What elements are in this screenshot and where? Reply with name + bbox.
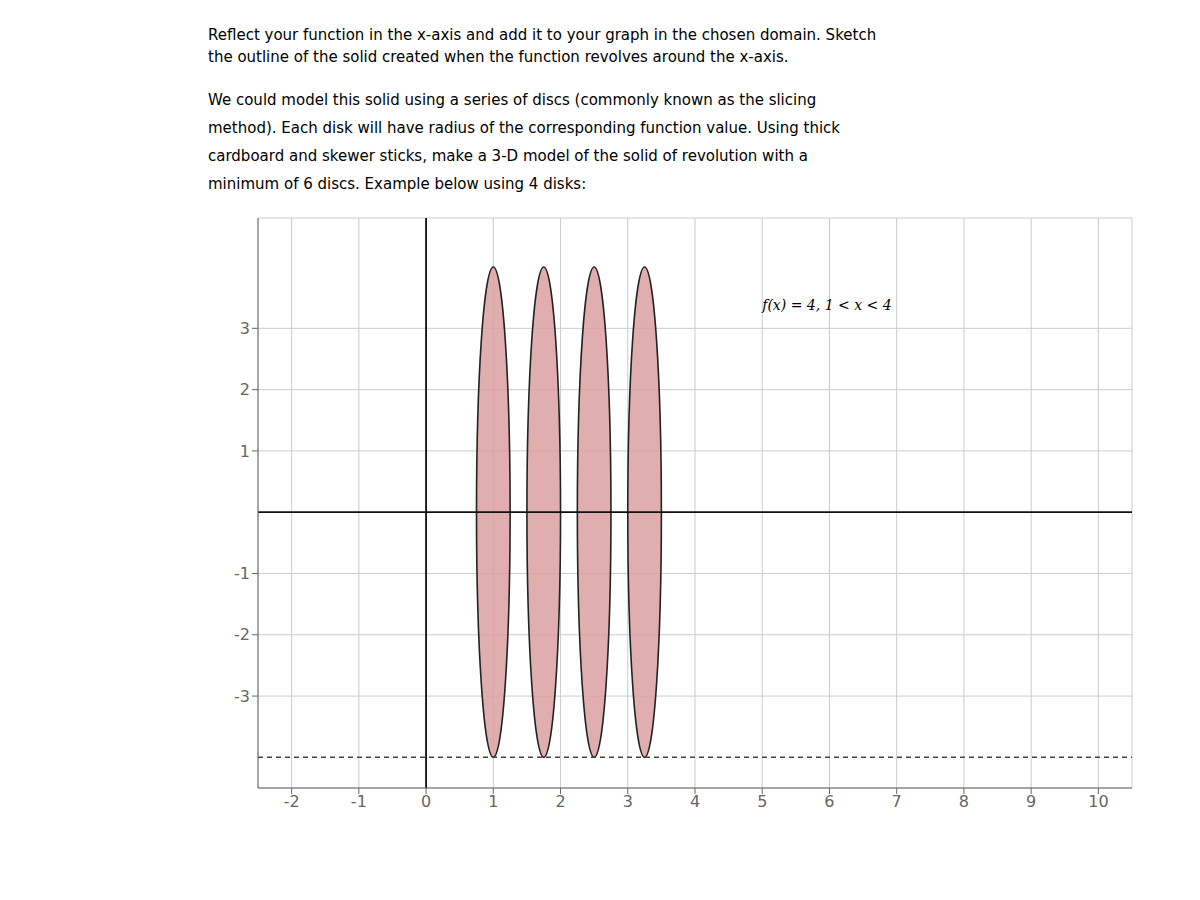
svg-text:5: 5 [757,792,767,811]
svg-text:2: 2 [240,380,250,399]
html-text:method). Each disk will have r: method). Each disk will have radius of t… [208,119,840,137]
svg-text:-1: -1 [234,564,250,583]
svg-text:2: 2 [555,792,565,811]
svg-text:6: 6 [824,792,834,811]
svg-text:-1: -1 [351,792,367,811]
html-text:the outline of the solid creat: the outline of the solid created when th… [208,48,789,66]
html-text:minimum of 6 discs. Example be: minimum of 6 discs. Example below using … [208,175,587,193]
svg-text:-2: -2 [284,792,300,811]
html-text:Reflect your function in the x: Reflect your function in the x-axis and … [208,26,877,44]
svg-text:-3: -3 [234,687,250,706]
svg-text:f(x) = 4, 1 < x < 4: f(x) = 4, 1 < x < 4 [761,297,891,313]
svg-text:-2: -2 [234,625,250,644]
svg-text:0: 0 [421,792,431,811]
svg-text:3: 3 [623,792,633,811]
svg-text:9: 9 [1026,792,1036,811]
svg-text:3: 3 [240,319,250,338]
svg-text:7: 7 [892,792,902,811]
svg-text:10: 10 [1088,792,1108,811]
html-text:We could model this solid usin: We could model this solid using a series… [208,91,817,109]
svg-text:4: 4 [690,792,700,811]
html-text:cardboard and skewer sticks, m: cardboard and skewer sticks, make a 3-D … [208,147,808,165]
svg-text:1: 1 [240,442,250,461]
svg-text:1: 1 [488,792,498,811]
svg-text:8: 8 [959,792,969,811]
